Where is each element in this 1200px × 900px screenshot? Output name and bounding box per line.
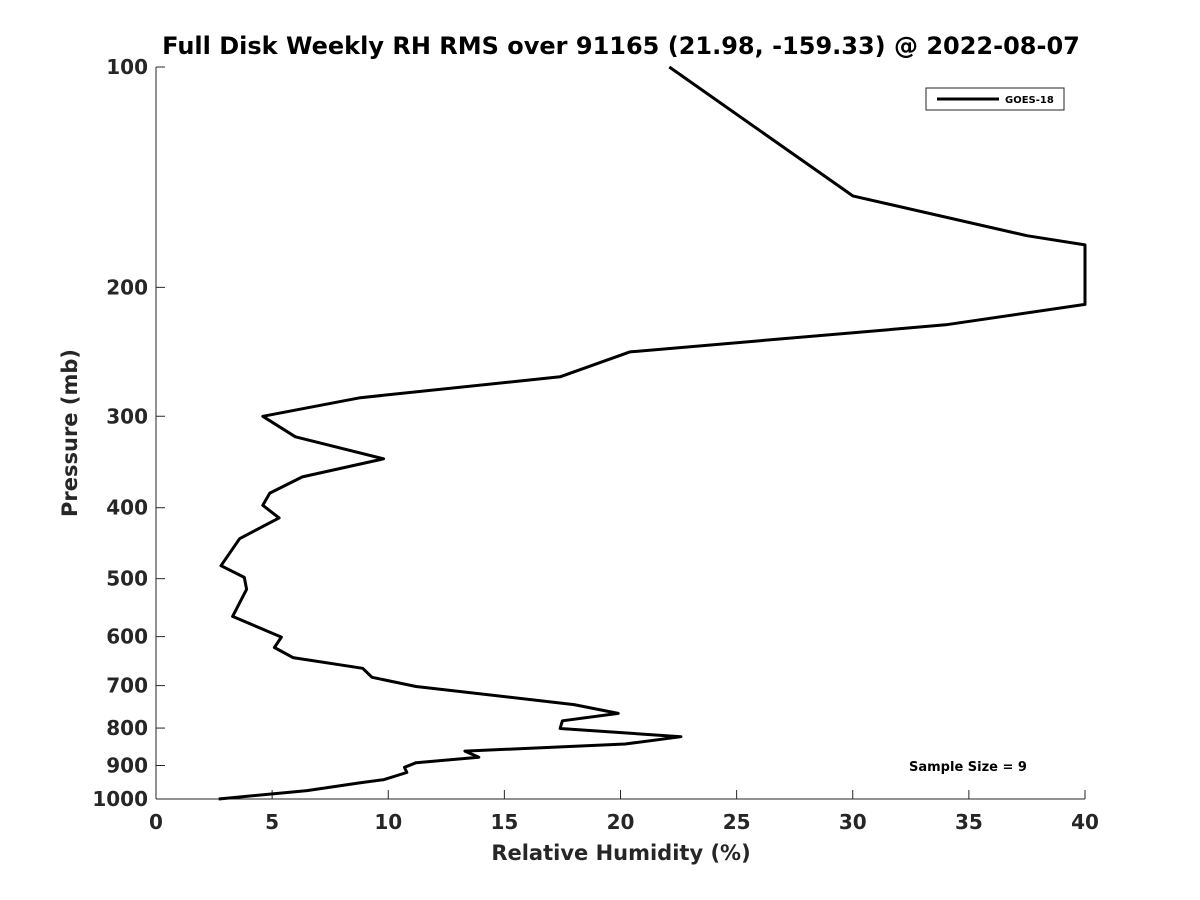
y-tick-label: 1000 bbox=[92, 787, 148, 811]
sample-size-annotation: Sample Size = 9 bbox=[909, 760, 1027, 775]
x-tick-label: 30 bbox=[839, 810, 867, 834]
y-tick-label: 800 bbox=[106, 716, 148, 740]
y-ticks: 100 200 300 400 500 600 700 800 900 1000 bbox=[92, 55, 165, 811]
x-tick-label: 0 bbox=[149, 810, 163, 834]
x-tick-label: 35 bbox=[955, 810, 983, 834]
plot-area bbox=[156, 67, 1085, 799]
y-axis-label: Pressure (mb) bbox=[58, 349, 82, 517]
series-line-goes-18 bbox=[218, 65, 1087, 801]
y-tick-label: 200 bbox=[106, 275, 148, 299]
x-tick-label: 15 bbox=[490, 810, 518, 834]
x-tick-label: 10 bbox=[374, 810, 402, 834]
chart-title: Full Disk Weekly RH RMS over 91165 (21.9… bbox=[162, 32, 1080, 60]
x-tick-label: 25 bbox=[723, 810, 751, 834]
y-tick-label: 300 bbox=[106, 404, 148, 428]
x-tick-label: 5 bbox=[265, 810, 279, 834]
y-tick-label: 500 bbox=[106, 567, 148, 591]
legend: GOES-18 bbox=[925, 87, 1065, 111]
x-ticks: 0 5 10 15 20 25 30 35 40 bbox=[149, 790, 1099, 834]
y-tick-label: 700 bbox=[106, 674, 148, 698]
legend-label: GOES-18 bbox=[1005, 95, 1054, 106]
series-layer bbox=[218, 65, 1087, 801]
x-axis-label: Relative Humidity (%) bbox=[491, 841, 750, 865]
y-tick-label: 900 bbox=[106, 754, 148, 778]
y-tick-label: 600 bbox=[106, 625, 148, 649]
x-tick-label: 40 bbox=[1071, 810, 1099, 834]
y-tick-label: 100 bbox=[106, 55, 148, 79]
y-tick-label: 400 bbox=[106, 496, 148, 520]
x-tick-label: 20 bbox=[607, 810, 635, 834]
